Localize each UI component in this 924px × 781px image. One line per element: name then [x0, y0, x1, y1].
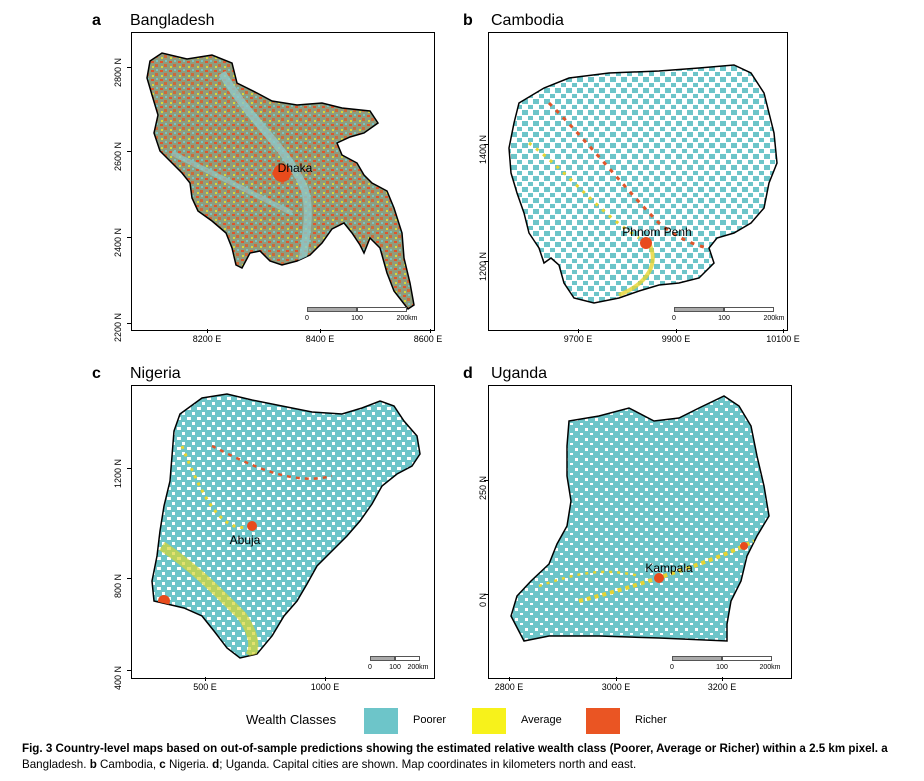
- legend-swatch-average: [472, 708, 506, 734]
- capital-city-label: Dhaka: [277, 161, 313, 175]
- y-tick-label: 2400 N: [113, 227, 123, 257]
- y-tick-label: 250 N: [478, 475, 488, 500]
- x-tick-label: 9900 E: [661, 334, 691, 344]
- x-tick-label: 10100 E: [766, 334, 800, 344]
- x-tick-label: 8400 E: [305, 334, 335, 344]
- x-tick-label: 1000 E: [310, 682, 340, 692]
- y-tick-label: 400 N: [113, 665, 123, 690]
- uganda-map: [510, 395, 770, 642]
- cambodia-map: [508, 64, 778, 304]
- legend: Wealth Classes Poorer Average Richer: [0, 705, 924, 735]
- capital-city-label: Abuja: [229, 533, 261, 547]
- map-frame: Dhaka 0 100 200km: [131, 32, 435, 331]
- panel-title: Uganda: [491, 365, 548, 382]
- x-tick-label: 500 E: [193, 682, 217, 692]
- nigeria-map: [151, 393, 421, 659]
- panel-letter: a: [92, 12, 101, 29]
- y-tick-label: 1200 N: [113, 458, 123, 488]
- x-tick-label: 2800 E: [494, 682, 524, 692]
- map-frame: Phnom Penh 0 100 200km: [488, 32, 788, 331]
- panel-letter: d: [463, 365, 473, 382]
- y-tick-label: 2200 N: [113, 312, 123, 342]
- panel-title: Bangladesh: [130, 12, 215, 29]
- y-tick-label: 0 N: [478, 592, 488, 607]
- panel-letter: c: [92, 365, 101, 382]
- legend-label-poorer: Poorer: [413, 714, 447, 726]
- bangladesh-map: [146, 52, 415, 311]
- capital-city-label: Phnom Penh: [622, 225, 692, 239]
- legend-label-average: Average: [521, 714, 562, 726]
- legend-swatch-poorer: [364, 708, 398, 734]
- legend-title: Wealth Classes: [246, 712, 337, 727]
- panel-title: Nigeria: [130, 365, 181, 382]
- legend-label-richer: Richer: [635, 714, 667, 726]
- x-tick-label: 9700 E: [563, 334, 593, 344]
- x-tick-label: 3200 E: [707, 682, 737, 692]
- legend-swatch-richer: [586, 708, 620, 734]
- map-frame: Kampala 0 100 200km: [488, 385, 792, 679]
- panel-letter: b: [463, 12, 473, 29]
- x-tick-label: 8200 E: [192, 334, 222, 344]
- y-tick-label: 2600 N: [113, 141, 123, 171]
- y-tick-label: 800 N: [113, 573, 123, 598]
- y-tick-label: 1400 N: [478, 134, 488, 164]
- panel-title: Cambodia: [491, 12, 564, 29]
- x-tick-label: 8600 E: [413, 334, 443, 344]
- y-tick-label: 1200 N: [478, 251, 488, 281]
- map-frame: Abuja 0 100 200km: [131, 385, 435, 679]
- figure-caption: Fig. 3 Country-level maps based on out-o…: [22, 742, 888, 771]
- y-tick-label: 2800 N: [113, 57, 123, 87]
- capital-city-label: Kampala: [645, 561, 693, 575]
- x-tick-label: 3000 E: [601, 682, 631, 692]
